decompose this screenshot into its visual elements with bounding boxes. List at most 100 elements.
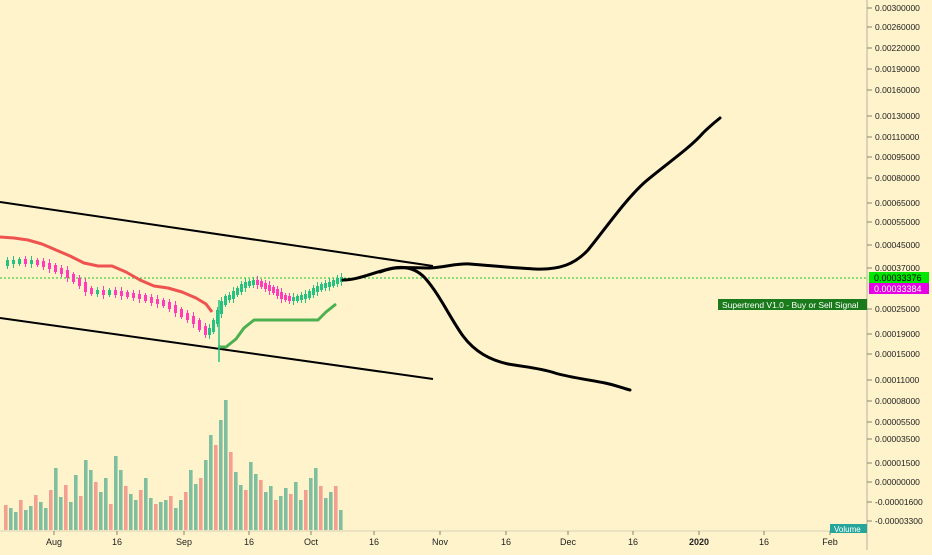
candle-body — [336, 278, 339, 284]
candle-body — [324, 283, 327, 288]
candle-body — [312, 288, 315, 295]
candle-body — [192, 316, 195, 324]
candle-body — [180, 309, 183, 317]
volume-bar — [254, 474, 258, 530]
candle-body — [320, 284, 323, 290]
volume-bar — [189, 470, 193, 530]
supertrend-price-badge — [869, 283, 929, 294]
volume-bar — [329, 492, 333, 530]
price-tick-label: 0.00300000 — [875, 3, 920, 13]
candle-body — [102, 290, 105, 295]
volume-bar — [314, 468, 318, 530]
candle-body — [168, 302, 171, 309]
volume-bar — [174, 508, 178, 530]
candle-body — [328, 282, 331, 287]
candle-body — [272, 287, 275, 293]
price-tick-label: 0.00005500 — [875, 417, 920, 427]
price-tick-label: 0.00080000 — [875, 173, 920, 183]
volume-bar — [259, 480, 263, 530]
candle-body — [162, 300, 165, 306]
channel-lower-line[interactable] — [0, 317, 434, 380]
last-price-label: 0.00033376 — [874, 273, 922, 283]
candle-body — [332, 280, 335, 286]
volume-bar — [239, 485, 243, 530]
candle-body — [264, 283, 267, 289]
candle-body — [316, 286, 319, 292]
candle-body — [292, 297, 295, 301]
candle-body — [186, 313, 189, 320]
volume-bar — [229, 452, 233, 530]
volume-bar — [69, 502, 73, 530]
candle-body — [300, 295, 303, 300]
volume-bar — [334, 486, 338, 530]
candle-body — [224, 296, 227, 305]
volume-bar — [219, 420, 223, 530]
volume-bar — [179, 500, 183, 530]
candle-body — [284, 295, 287, 300]
candle-body — [60, 268, 63, 274]
price-tick-label: 0.00037000 — [875, 263, 920, 273]
candle-body — [220, 301, 223, 314]
drawn-channel[interactable] — [0, 201, 434, 380]
candle-body — [18, 259, 21, 264]
volume-bar — [209, 435, 213, 530]
candle-body — [66, 270, 69, 278]
projection-bearish-path[interactable] — [378, 266, 632, 392]
volume-bar — [59, 497, 63, 530]
time-tick-label: 16 — [501, 537, 511, 547]
volume-bar — [264, 492, 268, 530]
price-tick-label: 0.00130000 — [875, 111, 920, 121]
volume-bar — [154, 504, 158, 530]
volume-bar — [124, 486, 128, 530]
volume-bar — [214, 445, 218, 530]
candle-body — [144, 295, 147, 301]
volume-bar — [89, 470, 93, 530]
volume-bar — [159, 502, 163, 530]
candle-body — [204, 326, 207, 335]
time-tick-label: 2020 — [689, 537, 709, 547]
time-axis[interactable]: Aug 16 Sep 16 Oct 16 Nov 16 Dec 16 2020 16 Feb — [46, 531, 838, 547]
candle-body — [120, 291, 123, 296]
time-tick-label: 16 — [244, 537, 254, 547]
volume-bar — [129, 494, 133, 530]
volume-bar — [74, 475, 78, 530]
price-tick-label: -0.00001600 — [875, 497, 923, 507]
candle-body — [216, 310, 219, 324]
indicator-badge[interactable] — [718, 299, 867, 310]
candle-body — [232, 291, 235, 299]
candle-body — [54, 265, 57, 272]
candle-body — [240, 284, 243, 292]
volume-bar — [4, 505, 8, 530]
volume-bar — [204, 460, 208, 530]
volume-bar — [29, 506, 33, 530]
candle-body — [248, 281, 251, 286]
candle-body — [36, 260, 39, 265]
price-scale[interactable]: 0.00300000 0.00260000 0.00220000 0.00190000… — [867, 3, 923, 526]
candle-body — [252, 280, 255, 285]
candle-body — [260, 281, 263, 287]
volume-bar — [164, 500, 168, 530]
price-tick-label: 0.00025000 — [875, 304, 920, 314]
price-tick-label: 0.00190000 — [875, 64, 920, 74]
volume-bar — [169, 496, 173, 530]
candle-body — [156, 299, 159, 304]
volume-bar — [269, 486, 273, 530]
candle-body — [212, 320, 215, 332]
volume-bar — [114, 456, 118, 530]
indicator-label: Supertrend V1.0 - Buy or Sell Signal — [722, 300, 859, 310]
candle-body — [198, 320, 201, 330]
candle-body — [84, 282, 87, 292]
channel-upper-line[interactable] — [0, 201, 434, 267]
volume-bar — [39, 502, 43, 530]
price-tick-label: 0.00055000 — [875, 217, 920, 227]
candle-body — [288, 296, 291, 301]
volume-bar — [109, 504, 113, 530]
volume-bar — [134, 500, 138, 530]
drawn-projection-paths[interactable] — [341, 116, 722, 392]
volume-bar — [234, 472, 238, 530]
time-tick-label: Oct — [304, 537, 319, 547]
candle-body — [114, 290, 117, 295]
candle-body — [308, 291, 311, 298]
price-tick-label: 0.00095000 — [875, 152, 920, 162]
